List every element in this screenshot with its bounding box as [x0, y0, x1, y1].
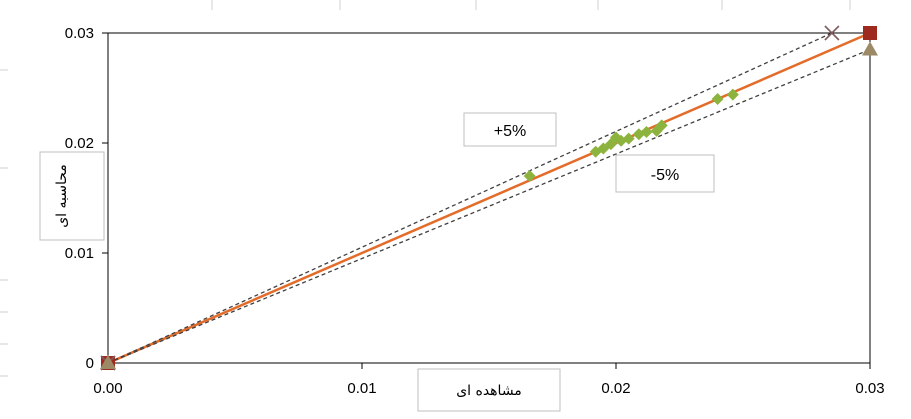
x-tick-labels: 0.00 0.01 0.02 0.03: [93, 363, 885, 397]
data-point-diamond: [523, 170, 536, 182]
data-point-triangle: [862, 41, 878, 56]
annotation-minus-5-label: -5%: [651, 167, 679, 184]
x-tick-label: 0.01: [347, 380, 376, 397]
data-point-diamond: [655, 119, 668, 132]
data-point-diamond: [726, 88, 739, 101]
outer-frame-ticks: [0, 0, 851, 377]
x-tick-label: 0.02: [601, 380, 630, 397]
y-tick-label: 0.03: [65, 25, 94, 42]
x-axis-title-box: مشاهده ای: [417, 368, 561, 412]
data-point-triangle: [100, 355, 116, 369]
y-tick-label: 0: [86, 355, 94, 372]
fit-line: [107, 31, 871, 365]
y-axis-title-box: محاسبه ای: [39, 151, 105, 241]
annotation-plus-5-label: +5%: [494, 123, 526, 140]
x-axis-title: مشاهده ای: [456, 383, 522, 399]
data-markers: [100, 25, 878, 371]
data-point-diamond: [597, 142, 610, 155]
x-tick-label: 0.00: [93, 380, 122, 397]
annotation-plus-5: +5%: [463, 112, 557, 147]
y-tick-label: 0.01: [65, 245, 94, 262]
x-tick-label: 0.03: [855, 380, 884, 397]
y-tick-label: 0.02: [65, 135, 94, 152]
data-point-x: [824, 25, 840, 41]
annotation-minus-5: -5%: [615, 154, 715, 193]
y-tick-labels: 0 0.01 0.02 0.03: [65, 25, 108, 372]
reference-lines: [107, 31, 871, 365]
tolerance-line: [107, 48, 871, 364]
data-point-square: [863, 26, 877, 40]
data-point-diamond: [640, 126, 653, 138]
y-axis-title: محاسبه ای: [54, 164, 70, 228]
data-point-diamond: [622, 132, 635, 145]
data-point-diamond: [711, 93, 724, 105]
